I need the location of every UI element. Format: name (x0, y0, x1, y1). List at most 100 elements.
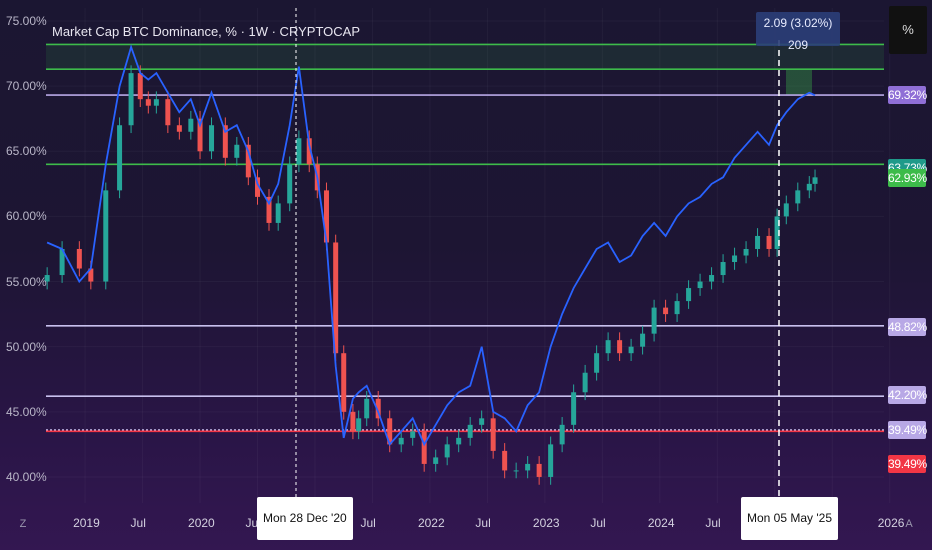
measure-box (786, 69, 812, 96)
x-tick-label: Jul (130, 516, 146, 530)
candle-body (266, 196, 272, 223)
candle-body (145, 99, 151, 106)
candle-body (356, 418, 362, 432)
price-tag: 39.49% (888, 454, 927, 473)
x-tick-label: 2022 (417, 516, 445, 530)
candle-body (640, 333, 646, 347)
candle-body (44, 275, 50, 282)
candle-body (686, 288, 692, 302)
candle-body (709, 275, 715, 282)
price-tag: 62.93% (888, 169, 927, 188)
x-tick-label: Jul (475, 516, 491, 530)
candle-body (536, 463, 542, 477)
candle-body (774, 216, 780, 249)
crosshair-date-label: Mon 28 Dec '20 (257, 497, 353, 540)
candle-series (44, 65, 818, 485)
x-tick-label: Jul (590, 516, 606, 530)
price-tag: 69.32% (888, 86, 927, 105)
candle-body (467, 424, 473, 438)
candle-body (128, 73, 134, 126)
candle-body (287, 164, 293, 204)
candle-body (795, 190, 801, 204)
x-tick-label: 2020 (188, 516, 215, 530)
y-tick-label: 50.00% (6, 339, 47, 354)
candle-body (479, 418, 485, 425)
candle-body (245, 144, 251, 178)
auto-scale-toggle[interactable]: A (905, 518, 913, 530)
candle-body (525, 463, 531, 471)
hline-layer (46, 43, 884, 433)
zoom-toggle[interactable]: Z (19, 518, 27, 530)
price-tag: 48.82% (888, 318, 927, 337)
candle-body (766, 235, 772, 249)
candle-body (755, 235, 761, 249)
candle-body (806, 183, 812, 191)
candle-body (222, 125, 228, 158)
candle-body (605, 340, 611, 354)
candle-body (663, 307, 669, 315)
x-tick-label: Jul (360, 516, 376, 530)
candle-body (197, 118, 203, 152)
y-tick-label: 40.00% (6, 469, 47, 484)
line-series (46, 44, 816, 447)
candle-body (296, 138, 302, 165)
candle-body (59, 248, 65, 276)
price-tag: 39.49% (888, 421, 927, 440)
candle-body (188, 118, 194, 132)
candle-body (103, 190, 109, 282)
candle-body (456, 437, 462, 445)
candle-body (502, 450, 508, 471)
candle-body (651, 307, 657, 334)
candle-body (333, 242, 339, 354)
candle-body (617, 340, 623, 354)
candle-body (594, 353, 600, 373)
candle-body (433, 457, 439, 464)
candle-body (720, 262, 726, 276)
candle-body (410, 431, 416, 438)
y-tick-label: 60.00% (6, 209, 47, 224)
candle-body (341, 353, 347, 412)
y-tick-label: 70.00% (6, 79, 47, 94)
y-tick-label: 55.00% (6, 274, 47, 289)
crosshair-layer (295, 8, 780, 503)
candle-body (165, 99, 171, 126)
candle-body (743, 248, 749, 256)
candle-body (153, 99, 159, 106)
x-tick-label: 2023 (532, 516, 560, 530)
candle-body (812, 177, 818, 184)
x-tick-label: 2024 (647, 516, 675, 530)
candle-body (571, 392, 577, 425)
candle-body (490, 418, 496, 451)
candle-body (176, 125, 182, 132)
measure-label: 2.09 (3.02%) 209 (756, 12, 840, 52)
x-tick-label: 2026 (877, 516, 905, 530)
candle-body (674, 301, 680, 315)
candle-body (444, 444, 450, 458)
zone-layer (46, 44, 884, 96)
dominance-line (46, 44, 816, 447)
y-tick-label: 75.00% (6, 14, 47, 29)
candle-body (375, 398, 381, 419)
candle-body (783, 203, 789, 217)
candle-body (350, 411, 356, 432)
candle-body (306, 138, 312, 165)
cursor-date-label: Mon 05 May '25 (741, 497, 839, 540)
y-tick-label: 45.00% (6, 404, 47, 419)
x-tick-label: Jul (705, 516, 721, 530)
candle-body (697, 281, 703, 289)
x-tick-label: 2019 (73, 516, 100, 530)
candle-body (513, 470, 519, 472)
candle-body (387, 418, 393, 445)
candle-body (421, 431, 427, 464)
candle-body (88, 268, 94, 282)
candle-body (628, 346, 634, 354)
candle-body (398, 437, 404, 445)
y-tick-label: 65.00% (6, 144, 47, 159)
candle-body (209, 125, 215, 152)
candle-body (255, 177, 261, 197)
price-tag: 42.20% (888, 385, 927, 404)
candle-body (582, 372, 588, 393)
unit-selector[interactable]: % (889, 6, 927, 54)
candle-body (234, 144, 240, 158)
